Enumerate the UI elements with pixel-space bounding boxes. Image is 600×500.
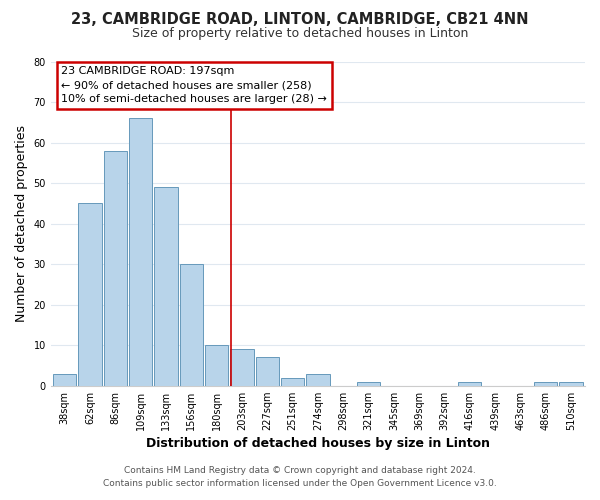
Y-axis label: Number of detached properties: Number of detached properties bbox=[15, 125, 28, 322]
Bar bbox=[534, 382, 557, 386]
Bar bbox=[129, 118, 152, 386]
Bar bbox=[357, 382, 380, 386]
Bar bbox=[281, 378, 304, 386]
Bar bbox=[458, 382, 481, 386]
Bar bbox=[104, 150, 127, 386]
Text: 23 CAMBRIDGE ROAD: 197sqm
← 90% of detached houses are smaller (258)
10% of semi: 23 CAMBRIDGE ROAD: 197sqm ← 90% of detac… bbox=[61, 66, 328, 104]
Bar bbox=[53, 374, 76, 386]
Bar bbox=[256, 358, 279, 386]
Text: Size of property relative to detached houses in Linton: Size of property relative to detached ho… bbox=[132, 28, 468, 40]
Bar bbox=[179, 264, 203, 386]
Bar bbox=[154, 187, 178, 386]
X-axis label: Distribution of detached houses by size in Linton: Distribution of detached houses by size … bbox=[146, 437, 490, 450]
Bar bbox=[306, 374, 329, 386]
Bar bbox=[559, 382, 583, 386]
Text: 23, CAMBRIDGE ROAD, LINTON, CAMBRIDGE, CB21 4NN: 23, CAMBRIDGE ROAD, LINTON, CAMBRIDGE, C… bbox=[71, 12, 529, 28]
Text: Contains HM Land Registry data © Crown copyright and database right 2024.
Contai: Contains HM Land Registry data © Crown c… bbox=[103, 466, 497, 487]
Bar bbox=[79, 204, 101, 386]
Bar bbox=[230, 349, 254, 386]
Bar bbox=[205, 345, 228, 386]
